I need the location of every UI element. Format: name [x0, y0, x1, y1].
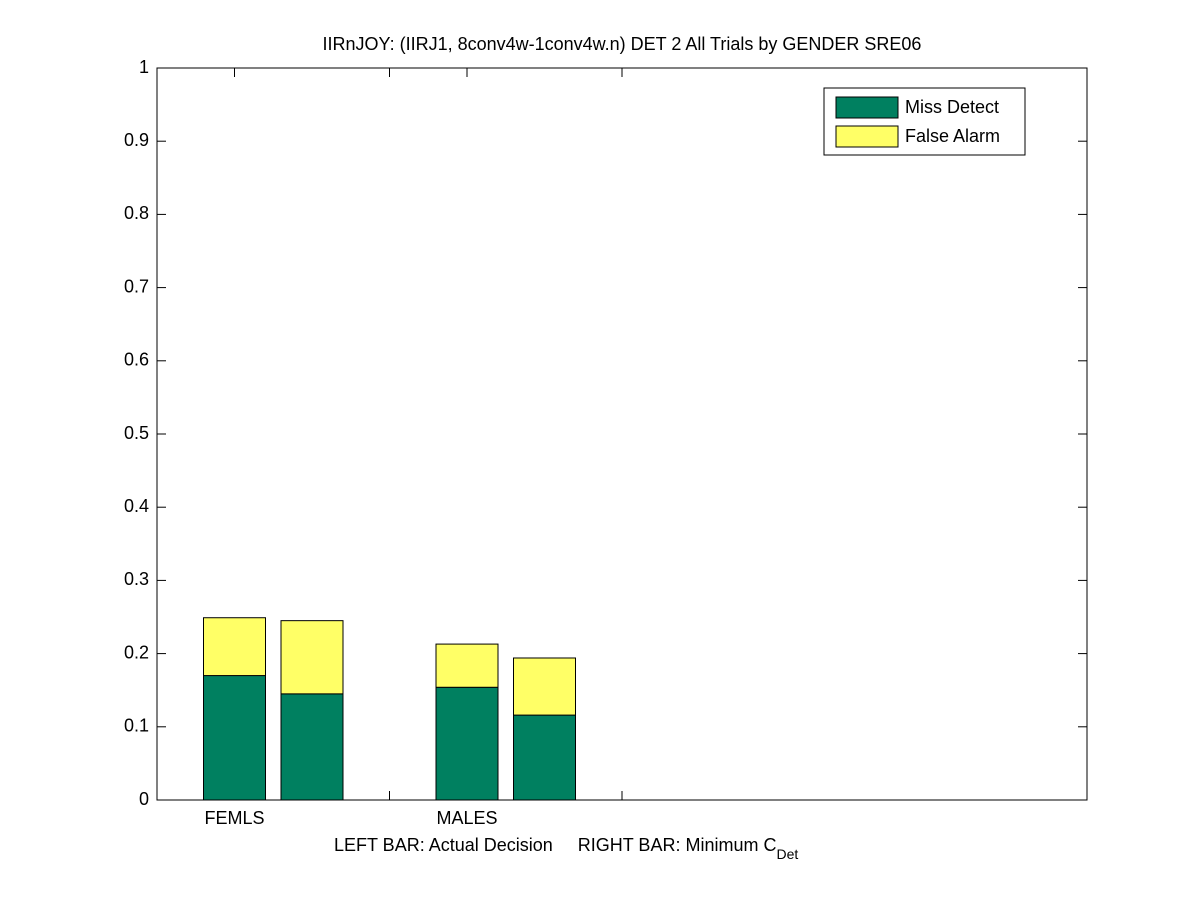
y-tick-label: 0.3	[124, 569, 149, 589]
bar-segment	[513, 657, 576, 716]
y-tick-label: 1	[139, 57, 149, 77]
x-axis-label-main: LEFT BAR: Actual Decision RIGHT BAR: Min…	[334, 835, 776, 855]
bar-segment	[203, 617, 266, 677]
bar-segment	[280, 693, 344, 801]
bar-segment	[435, 643, 499, 688]
y-tick-label: 0.4	[124, 496, 149, 516]
y-tick-label: 0.1	[124, 716, 149, 736]
legend-label: False Alarm	[905, 126, 1000, 146]
y-tick-label: 0	[139, 789, 149, 809]
bar-segment	[280, 620, 344, 695]
bar-segment	[513, 714, 576, 801]
y-tick-label: 0.8	[124, 203, 149, 223]
y-tick-label: 0.9	[124, 130, 149, 150]
chart-title: IIRnJOY: (IIRJ1, 8conv4w-1conv4w.n) DET …	[323, 34, 922, 54]
y-tick-label: 0.5	[124, 423, 149, 443]
x-axis-label: LEFT BAR: Actual Decision RIGHT BAR: Min…	[334, 835, 798, 862]
bar-segment	[435, 686, 499, 801]
x-tick-label: FEMLS	[204, 808, 264, 828]
legend-label: Miss Detect	[905, 97, 999, 117]
x-tick-label: MALES	[436, 808, 497, 828]
y-tick-label: 0.2	[124, 642, 149, 662]
y-tick-label: 0.6	[124, 350, 149, 370]
x-axis-label-subscript: Det	[776, 846, 798, 862]
bar-segment	[203, 675, 266, 801]
y-tick-label: 0.7	[124, 276, 149, 296]
legend-swatch	[835, 96, 899, 119]
legend-swatch	[835, 125, 899, 148]
